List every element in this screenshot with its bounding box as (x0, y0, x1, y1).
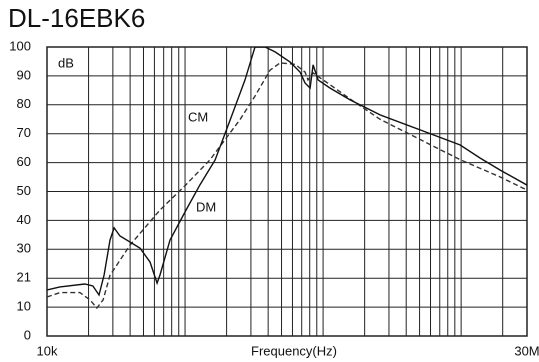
series-label: DM (196, 199, 216, 214)
y-tick-label: 70 (17, 125, 31, 140)
x-axis-label: Frequency(Hz) (251, 343, 337, 358)
x-tick-label: 30M (514, 343, 539, 358)
x-tick-label: 10k (37, 343, 58, 358)
y-tick-label: 90 (17, 67, 31, 82)
series-label: CM (188, 109, 208, 124)
plot-frame (46, 46, 528, 337)
y-tick-label: 21 (17, 270, 31, 285)
y-tick-label: 10 (17, 299, 31, 314)
series-line (47, 62, 527, 310)
y-tick-label: 0 (24, 327, 31, 342)
y-tick-label: 80 (17, 96, 31, 111)
y-tick-label: 60 (17, 154, 31, 169)
y-tick-label: 100 (9, 38, 31, 53)
y-axis-label: dB (58, 55, 74, 70)
y-tick-label: 30 (17, 241, 31, 256)
chart-title: DL-16EBK6 (8, 3, 145, 33)
y-tick-label: 40 (17, 212, 31, 227)
series-line (47, 47, 527, 297)
y-tick-label: 50 (17, 183, 31, 198)
